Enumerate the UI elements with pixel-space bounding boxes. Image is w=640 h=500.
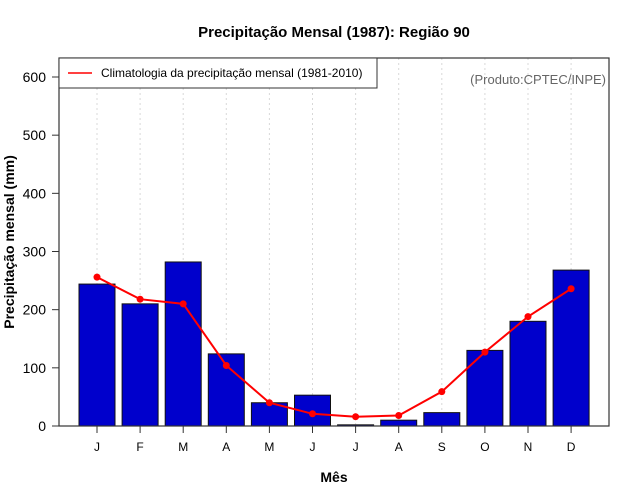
y-axis-label: Precipitação mensal (mm) [1,155,17,329]
bars-group [78,261,590,427]
climatology-point-7 [395,412,403,420]
climatology-point-2 [179,300,187,308]
bar-7 [380,419,418,427]
climatology-point-9 [481,348,489,356]
legend-entry-climatology: Climatologia da precipitação mensal (198… [101,66,362,80]
climatology-point-4 [265,399,273,407]
x-tick-label: J [353,440,359,454]
x-tick-label: M [264,440,274,454]
bar-0 [78,283,116,427]
bar-11 [552,269,590,427]
x-axis-label: Mês [320,469,347,485]
climatology-line [96,276,572,418]
y-tick-label: 0 [38,418,46,434]
chart-title: Precipitação Mensal (1987): Região 90 [198,24,470,41]
legend-box [58,57,378,89]
climatology-point-5 [309,410,316,418]
y-tick-label: 200 [23,302,47,318]
bar-1 [121,303,159,427]
climatology-point-8 [438,388,446,396]
climatology-point-3 [222,362,230,370]
y-tick-label: 600 [23,69,47,85]
bar-8 [423,412,461,427]
y-tick-label: 400 [23,185,47,201]
climatology-point-11 [567,285,575,293]
bar-9 [466,349,504,427]
y-tick-label: 500 [23,127,47,143]
x-tick-label: D [567,440,576,454]
product-credit: (Produto:CPTEC/INPE) [470,72,606,87]
climatology-point-10 [524,313,532,321]
x-tick-label: J [94,440,100,454]
x-tick-label: O [480,440,489,454]
y-tick-label: 300 [23,244,47,260]
x-tick-label: A [222,440,230,454]
climatology-point-1 [136,295,144,303]
legend: Climatologia da precipitação mensal (198… [58,57,378,89]
climatology-point-0 [93,273,101,281]
climatology-line-group [93,273,575,421]
x-tick-label: S [438,440,446,454]
x-tick-label: N [524,440,533,454]
bar-2 [164,261,202,427]
y-axis: 0 100 200 300 400 500 600 [23,69,59,434]
bar-10 [509,320,547,427]
x-tick-label: A [395,440,403,454]
y-tick-label: 100 [23,360,47,376]
x-tick-label: F [136,440,143,454]
x-tick-label: J [310,440,316,454]
x-tick-label: M [178,440,188,454]
climatology-point-6 [352,413,360,421]
